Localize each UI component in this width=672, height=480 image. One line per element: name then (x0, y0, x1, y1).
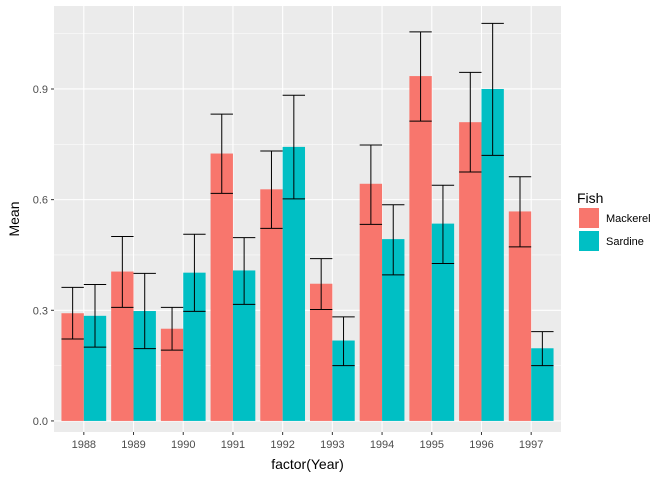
y-axis: 0.0 0.3 0.6 0.9 (33, 84, 54, 428)
x-tick-label: 1988 (72, 439, 96, 451)
bar-mackerel-1994 (359, 183, 383, 421)
x-tick-label: 1996 (469, 439, 493, 451)
bar-sardine-1991 (232, 270, 256, 421)
errorbar-sardine-1994 (382, 204, 405, 276)
errorbar-mackerel-1991 (210, 113, 233, 194)
y-tick-label: 0.0 (33, 416, 48, 428)
bar-sardine-1989 (133, 311, 156, 421)
errorbar-mackerel-1992 (260, 150, 283, 229)
bar-mackerel-1990 (160, 328, 184, 421)
legend-label-mackerel: Mackerel (606, 213, 651, 225)
x-tick-label: 1993 (320, 439, 344, 451)
x-axis-title: factor(Year) (271, 456, 344, 472)
errorbar-mackerel-1993 (309, 258, 333, 311)
bar-mackerel-1989 (111, 271, 134, 421)
x-axis: 1988 1989 1990 1991 1992 1993 1994 1995 1996 1997 (72, 432, 543, 451)
x-tick-label: 1997 (519, 439, 543, 451)
errorbar-sardine-1991 (232, 237, 256, 305)
legend-title: Fish (577, 190, 603, 206)
errorbar-sardine-1995 (431, 184, 455, 264)
errorbar-sardine-1996 (481, 22, 504, 156)
x-tick-label: 1995 (420, 439, 444, 451)
x-tick-label: 1991 (221, 439, 245, 451)
bar-sardine-1997 (531, 348, 554, 421)
bar-sardine-1992 (282, 146, 306, 421)
bar-sardine-1990 (183, 272, 206, 421)
bar-sardine-1996 (481, 88, 504, 421)
errorbar-sardine-1992 (282, 94, 306, 200)
bar-mackerel-1992 (260, 189, 283, 421)
bar-sardine-1995 (431, 223, 455, 421)
errorbar-sardine-1989 (133, 272, 156, 350)
x-tick-label: 1992 (270, 439, 294, 451)
error-bars (61, 22, 554, 367)
legend: Fish Mackerel Sardine (577, 190, 651, 251)
errorbar-sardine-1990 (183, 233, 206, 312)
bar-sardine-1994 (382, 239, 405, 421)
bar-mackerel-1991 (210, 153, 233, 421)
y-tick-label: 0.9 (33, 84, 48, 96)
errorbar-mackerel-1997 (508, 176, 532, 248)
bars (61, 76, 554, 421)
bar-mackerel-1993 (309, 283, 333, 421)
bar-sardine-1993 (332, 340, 355, 421)
legend-key-sardine (579, 231, 599, 251)
errorbar-sardine-1993 (332, 316, 355, 367)
bar-mackerel-1996 (459, 122, 482, 421)
x-tick-label: 1989 (121, 439, 145, 451)
x-tick-label: 1994 (370, 439, 394, 451)
legend-label-sardine: Sardine (606, 236, 644, 248)
errorbar-mackerel-1988 (61, 286, 84, 340)
errorbar-mackerel-1989 (111, 236, 134, 308)
errorbar-sardine-1997 (531, 331, 554, 367)
errorbar-mackerel-1996 (459, 71, 482, 173)
legend-key-mackerel (579, 208, 599, 228)
bar-mackerel-1995 (409, 76, 432, 421)
errorbar-mackerel-1995 (409, 31, 432, 122)
y-tick-label: 0.6 (33, 195, 48, 207)
y-axis-title: Mean (6, 201, 22, 236)
bar-sardine-1988 (83, 315, 107, 421)
bar-mackerel-1988 (61, 313, 84, 421)
errorbar-mackerel-1990 (160, 306, 184, 351)
errorbar-sardine-1988 (83, 283, 107, 348)
errorbar-mackerel-1994 (359, 144, 383, 225)
bar-mackerel-1997 (508, 211, 532, 421)
y-tick-label: 0.3 (33, 305, 48, 317)
x-tick-label: 1990 (171, 439, 195, 451)
